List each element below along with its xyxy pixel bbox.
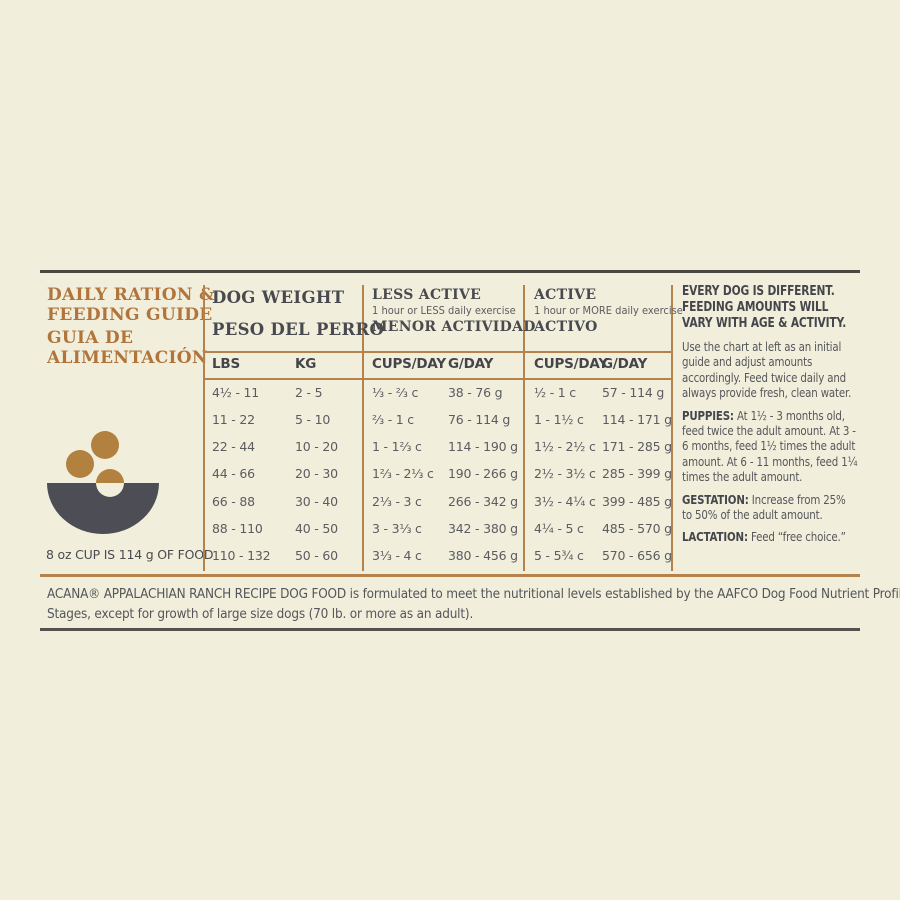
table-row: 66 - 88 30 - 40 2⅓ - 3 c 266 - 342 g 3½ …: [203, 488, 673, 515]
cell-kg: 20 - 30: [295, 466, 338, 481]
cell-less-active-grams: 380 - 456 g: [448, 548, 518, 563]
cell-less-active-cups: 3 - 3⅓ c: [372, 521, 422, 536]
bottom-divider: [40, 628, 860, 631]
cell-less-active-grams: 76 - 114 g: [448, 412, 511, 427]
aafco-statement-line1: ACANA® APPALACHIAN RANCH RECIPE DOG FOOD…: [47, 587, 900, 602]
column-divider: [671, 285, 673, 571]
col-header-dog-weight: DOG WEIGHT: [212, 288, 345, 307]
cell-active-cups: 3½ - 4¼ c: [534, 494, 596, 509]
subheader-cups-day-active: CUPS/DAY: [534, 356, 608, 372]
gestation-label: GESTATION:: [682, 491, 749, 507]
cell-less-active-grams: 114 - 190 g: [448, 439, 518, 454]
subheader-g-day-active: G/DAY: [602, 356, 648, 372]
lactation-label: LACTATION:: [682, 529, 748, 545]
advice-puppies: PUPPIES: At 1½ - 3 months old, feed twic…: [682, 408, 858, 485]
cell-active-grams: 399 - 485 g: [602, 494, 672, 509]
cell-kg: 50 - 60: [295, 548, 338, 563]
advice-gestation: GESTATION: Increase from 25% to 50% of t…: [682, 492, 858, 523]
top-divider: [40, 270, 860, 273]
header-divider: [203, 378, 673, 380]
cell-lbs: 66 - 88: [212, 494, 255, 509]
col-header-active: ACTIVE: [534, 287, 597, 303]
aafco-statement-line2: Stages, except for growth of large size …: [47, 607, 474, 622]
table-row: 44 - 66 20 - 30 1⅔ - 2⅓ c 190 - 266 g 2½…: [203, 460, 673, 487]
col-subtitle-less-active: 1 hour or LESS daily exercise: [372, 304, 516, 317]
column-divider: [362, 285, 364, 571]
table-row: 88 - 110 40 - 50 3 - 3⅓ c 342 - 380 g 4¼…: [203, 515, 673, 542]
cell-less-active-grams: 266 - 342 g: [448, 494, 518, 509]
cell-less-active-cups: 3⅓ - 4 c: [372, 548, 422, 563]
table-row: 4½ - 11 2 - 5 ⅓ - ⅔ c 38 - 76 g ½ - 1 c …: [203, 379, 673, 406]
panel-title-es-line2: ALIMENTACIÓN: [47, 348, 208, 368]
dog-food-bowl-icon: [47, 431, 159, 534]
puppies-label: PUPPIES:: [682, 407, 734, 423]
col-subtitle-active: 1 hour or MORE daily exercise: [534, 304, 683, 317]
cell-active-grams: 285 - 399 g: [602, 466, 672, 481]
advice-intro: Use the chart at left as an initial guid…: [682, 339, 852, 401]
subheader-g-day-less: G/DAY: [448, 356, 494, 372]
cell-active-grams: 57 - 114 g: [602, 385, 665, 400]
cell-less-active-grams: 38 - 76 g: [448, 385, 503, 400]
cell-active-grams: 485 - 570 g: [602, 521, 672, 536]
advice-column: EVERY DOG IS DIFFERENT. FEEDING AMOUNTS …: [682, 284, 860, 545]
cell-active-cups: 1 - 1½ c: [534, 412, 584, 427]
lactation-text: Feed “free choice.”: [747, 529, 846, 545]
cell-active-cups: 4¼ - 5 c: [534, 521, 584, 536]
cell-active-cups: ½ - 1 c: [534, 385, 576, 400]
cell-active-cups: 2½ - 3½ c: [534, 466, 596, 481]
panel-title-en: DAILY RATION & FEEDING GUIDE: [47, 285, 215, 325]
gestation-text: Increase from 25% to 50% of the adult am…: [682, 491, 846, 523]
panel-title-en-line2: FEEDING GUIDE: [47, 305, 213, 325]
col-header-less-active: LESS ACTIVE: [372, 287, 482, 303]
cell-lbs: 110 - 132: [212, 548, 271, 563]
advice-lactation: LACTATION: Feed “free choice.”: [682, 529, 858, 544]
aafco-statement: ACANA® APPALACHIAN RANCH RECIPE DOG FOOD…: [47, 585, 900, 625]
table-row: 110 - 132 50 - 60 3⅓ - 4 c 380 - 456 g 5…: [203, 542, 673, 569]
cell-lbs: 44 - 66: [212, 466, 255, 481]
panel-title-en-line1: DAILY RATION &: [47, 285, 215, 305]
puppies-text: At 1½ - 3 months old, feed twice the adu…: [682, 407, 858, 485]
cell-less-active-cups: ⅔ - 1 c: [372, 412, 414, 427]
cell-active-grams: 171 - 285 g: [602, 439, 672, 454]
col-header-activo: ACTIVO: [534, 319, 598, 335]
advice-heading-line1: EVERY DOG IS DIFFERENT.: [682, 284, 835, 299]
advice-heading-line2: FEEDING AMOUNTS WILL: [682, 300, 829, 315]
cell-kg: 5 - 10: [295, 412, 331, 427]
table-row: 22 - 44 10 - 20 1 - 1⅔ c 114 - 190 g 1½ …: [203, 433, 673, 460]
subheader-kg: KG: [295, 356, 317, 372]
cell-less-active-grams: 190 - 266 g: [448, 466, 518, 481]
cell-active-cups: 1½ - 2½ c: [534, 439, 596, 454]
panel-title-es: GUIA DE ALIMENTACIÓN: [47, 328, 208, 368]
cell-active-cups: 5 - 5¾ c: [534, 548, 584, 563]
cell-less-active-cups: 1 - 1⅔ c: [372, 439, 422, 454]
cell-active-grams: 114 - 171 g: [602, 412, 672, 427]
subheader-lbs: LBS: [212, 356, 241, 372]
cell-lbs: 22 - 44: [212, 439, 255, 454]
cell-less-active-cups: 2⅓ - 3 c: [372, 494, 422, 509]
cell-less-active-cups: ⅓ - ⅔ c: [372, 385, 419, 400]
cell-kg: 40 - 50: [295, 521, 338, 536]
table-bottom-divider: [40, 574, 860, 577]
cell-lbs: 88 - 110: [212, 521, 263, 536]
col-header-menor-actividad: MENOR ACTIVIDAD: [372, 319, 536, 335]
cell-less-active-grams: 342 - 380 g: [448, 521, 518, 536]
cell-kg: 2 - 5: [295, 385, 323, 400]
cell-less-active-cups: 1⅔ - 2⅓ c: [372, 466, 434, 481]
cell-lbs: 11 - 22: [212, 412, 255, 427]
cup-note: 8 oz CUP IS 114 g OF FOOD: [46, 547, 214, 562]
cell-kg: 10 - 20: [295, 439, 338, 454]
col-header-peso-del-perro: PESO DEL PERRO: [212, 320, 385, 339]
header-divider: [203, 351, 673, 353]
column-divider: [523, 285, 525, 571]
advice-heading-line3: VARY WITH AGE & ACTIVITY.: [682, 316, 847, 331]
subheader-cups-day-less: CUPS/DAY: [372, 356, 446, 372]
column-divider: [203, 285, 205, 571]
cell-lbs: 4½ - 11: [212, 385, 260, 400]
panel-title-es-line1: GUIA DE: [47, 328, 134, 348]
cell-active-grams: 570 - 656 g: [602, 548, 672, 563]
cell-kg: 30 - 40: [295, 494, 338, 509]
table-row: 11 - 22 5 - 10 ⅔ - 1 c 76 - 114 g 1 - 1½…: [203, 406, 673, 433]
